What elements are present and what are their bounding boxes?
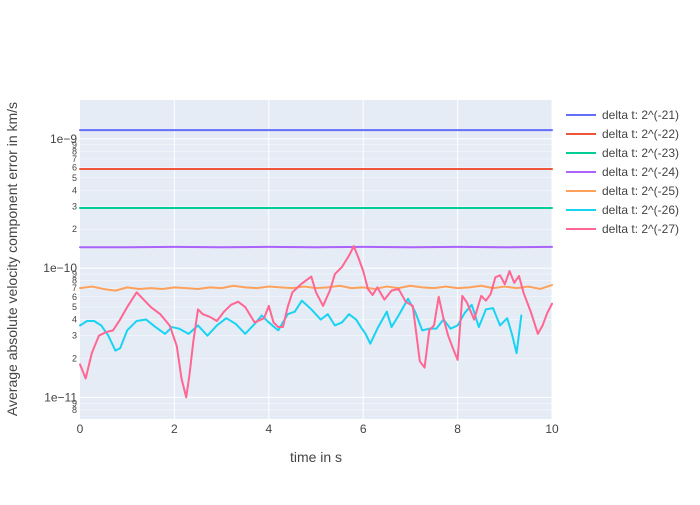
legend-item-3[interactable]: delta t: 2^(-23) bbox=[566, 146, 679, 160]
legend-label: delta t: 2^(-22) bbox=[602, 127, 679, 141]
y-minor-tick-label: 3 bbox=[72, 331, 77, 341]
y-minor-tick-label: 3 bbox=[72, 201, 77, 211]
y-axis-title: Average absolute velocity component erro… bbox=[4, 102, 20, 416]
x-axis-ticks: 0 2 4 6 8 10 bbox=[77, 422, 559, 436]
legend[interactable]: delta t: 2^(-21) delta t: 2^(-22) delta t:… bbox=[566, 108, 679, 236]
y-minor-tick-label: 2 bbox=[72, 224, 77, 234]
x-tick-label: 4 bbox=[265, 422, 272, 436]
legend-label: delta t: 2^(-25) bbox=[602, 184, 679, 198]
x-tick-label: 8 bbox=[454, 422, 461, 436]
x-axis-title: time in s bbox=[290, 449, 342, 465]
y-tick-label: 1e−11 bbox=[44, 390, 77, 404]
y-tick-label: 1e−9 bbox=[50, 132, 77, 146]
legend-item-7[interactable]: delta t: 2^(-27) bbox=[566, 222, 679, 236]
legend-label: delta t: 2^(-26) bbox=[602, 203, 679, 217]
legend-item-1[interactable]: delta t: 2^(-21) bbox=[566, 108, 679, 122]
y-minor-tick-label: 4 bbox=[72, 315, 77, 325]
y-minor-tick-label: 5 bbox=[72, 302, 77, 312]
legend-label: delta t: 2^(-23) bbox=[602, 146, 679, 160]
legend-item-6[interactable]: delta t: 2^(-26) bbox=[566, 203, 679, 217]
legend-item-4[interactable]: delta t: 2^(-24) bbox=[566, 165, 679, 179]
plot-area bbox=[80, 100, 552, 419]
x-tick-label: 6 bbox=[360, 422, 367, 436]
y-minor-tick-label: 6 bbox=[72, 292, 77, 302]
x-tick-label: 2 bbox=[171, 422, 178, 436]
legend-item-2[interactable]: delta t: 2^(-22) bbox=[566, 127, 679, 141]
x-tick-label: 10 bbox=[545, 422, 559, 436]
y-minor-tick-label: 2 bbox=[72, 353, 77, 363]
legend-label: delta t: 2^(-21) bbox=[602, 108, 679, 122]
y-tick-label: 1e−10 bbox=[43, 261, 77, 275]
legend-label: delta t: 2^(-27) bbox=[602, 222, 679, 236]
y-minor-tick-label: 5 bbox=[72, 173, 77, 183]
legend-item-5[interactable]: delta t: 2^(-25) bbox=[566, 184, 679, 198]
x-tick-label: 0 bbox=[77, 422, 84, 436]
y-minor-tick-label: 6 bbox=[72, 163, 77, 173]
legend-label: delta t: 2^(-24) bbox=[602, 165, 679, 179]
y-minor-tick-label: 4 bbox=[72, 185, 77, 195]
